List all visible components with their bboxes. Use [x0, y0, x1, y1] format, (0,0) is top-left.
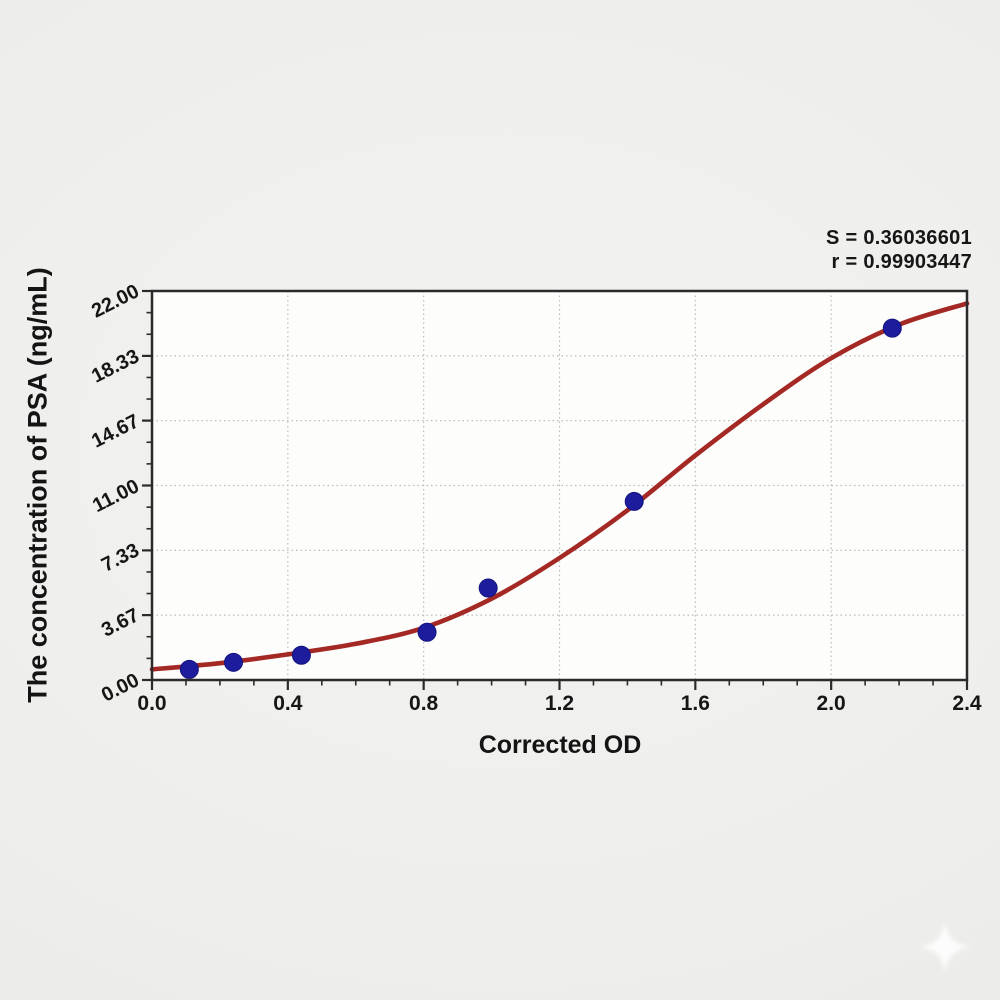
x-tick-label: 2.4: [952, 692, 982, 715]
x-tick-label: 0.8: [409, 692, 439, 715]
y-axis-title: The concentration of PSA (ng/mL): [22, 267, 53, 703]
s-value-text: S = 0.36036601: [826, 227, 972, 249]
x-tick-label: 0.0: [137, 692, 167, 715]
data-point: [882, 318, 902, 338]
x-tick-label: 2.0: [816, 692, 846, 715]
x-axis-title: Corrected OD: [478, 731, 642, 759]
data-point: [291, 645, 311, 665]
fit-statistics: S = 0.36036601 r = 0.99903447: [826, 226, 972, 274]
y-tick-label: 7.33: [98, 539, 143, 577]
sparkle-watermark-icon: [919, 921, 971, 973]
y-tick-label: 14.67: [88, 409, 143, 453]
y-tick-label: 11.00: [89, 474, 143, 517]
plot-area: [142, 289, 970, 690]
x-tick-label: 1.6: [680, 692, 710, 715]
y-tick-label: 18.33: [88, 345, 143, 388]
y-tick-label: 3.67: [98, 604, 143, 642]
x-tick-label: 0.4: [273, 692, 303, 715]
data-point: [224, 652, 243, 672]
data-point: [478, 578, 498, 598]
data-point: [624, 491, 644, 511]
data-point: [417, 622, 437, 642]
fitted-curve: [149, 301, 970, 672]
x-tick-label: 1.2: [544, 692, 575, 715]
data-point: [179, 659, 199, 679]
y-tick-label: 22.00: [88, 280, 143, 323]
r-value-text: r = 0.99903447: [831, 251, 972, 273]
